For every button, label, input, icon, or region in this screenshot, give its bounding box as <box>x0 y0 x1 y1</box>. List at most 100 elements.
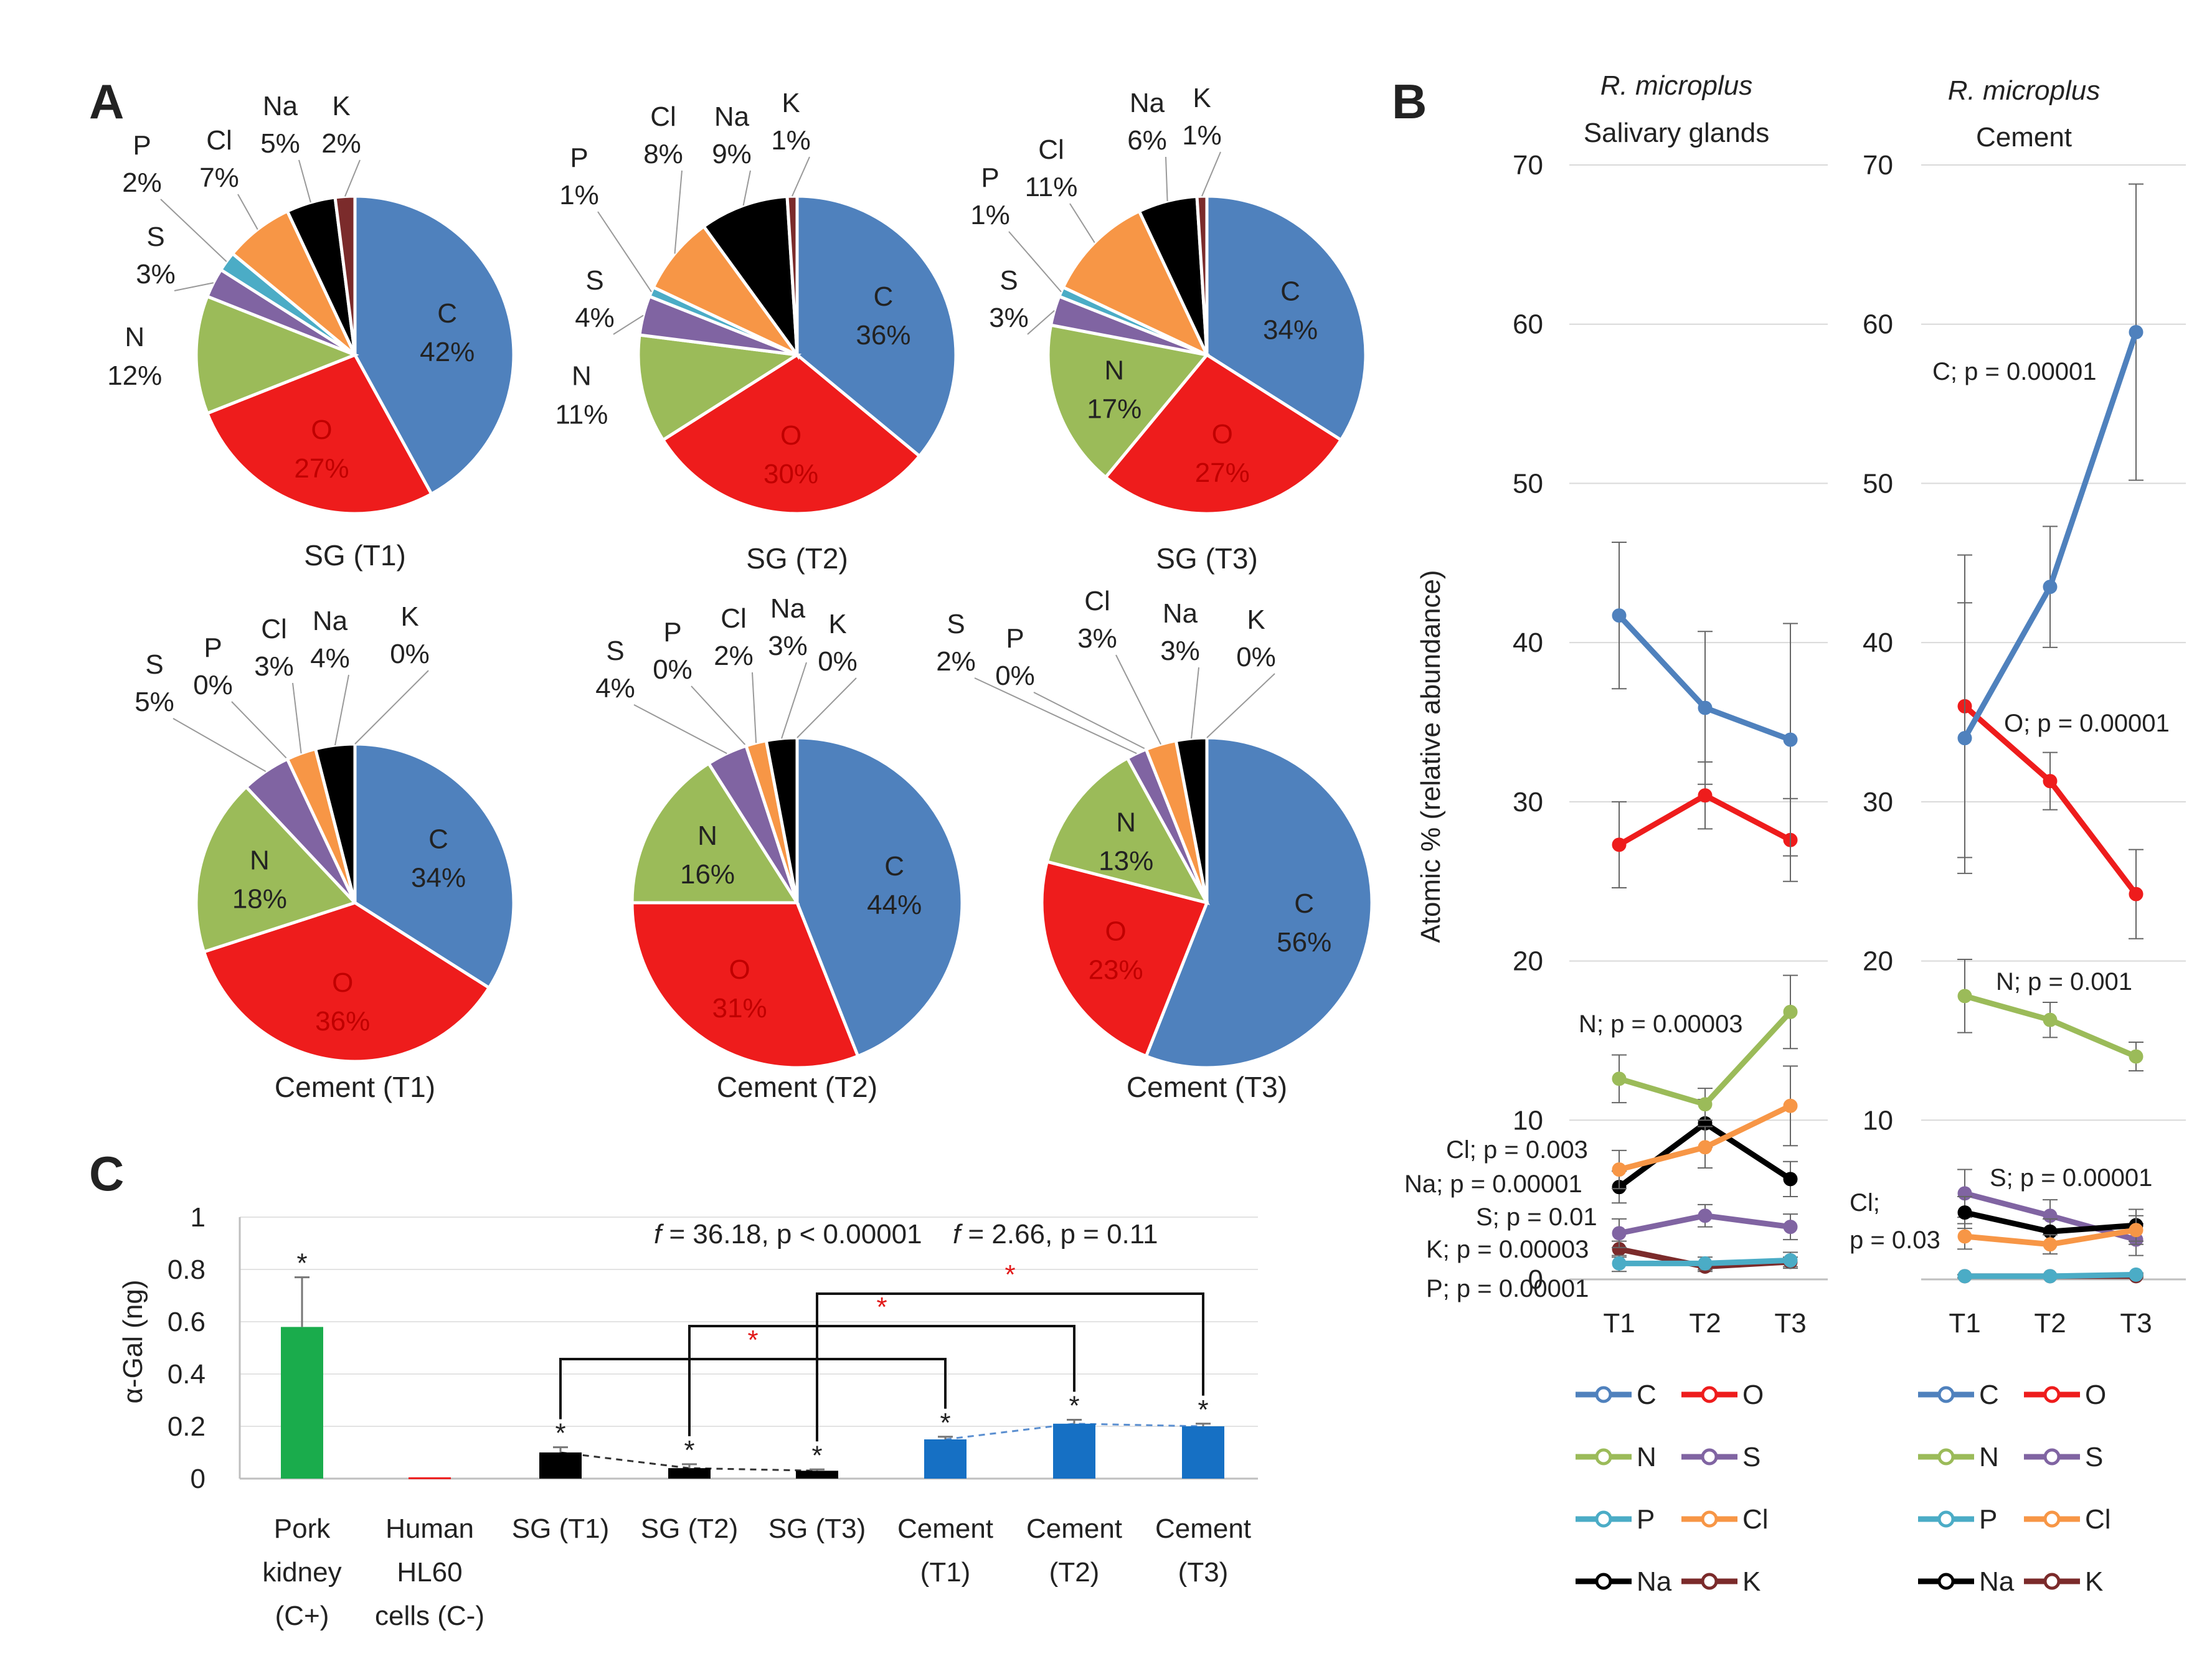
pie-charts-panel: C 42% O 27% N 12% S 3% P 2% Cl 7% Na 5% K 2% SG (T1) C 36%… <box>107 83 1374 1103</box>
p-value-annotation: Cl; <box>1850 1189 1880 1217</box>
pie-pct-s: 5% <box>135 687 174 717</box>
legend-item-p: P <box>1576 1504 1655 1535</box>
legend-item-na: Na <box>1576 1566 1672 1597</box>
legend-item-o: O <box>1681 1380 1764 1410</box>
x-tick-label: T2 <box>2034 1308 2066 1339</box>
pie-chart-3: C 34% O 27% N 17% S 3% P 1% Cl 11% Na 6% K 1% SG (T3) <box>970 83 1368 575</box>
pie-pct-c: 44% <box>867 890 922 920</box>
pie-leader-s <box>174 282 214 291</box>
pie-leader-na <box>1165 156 1168 202</box>
p-value-annotation: Na; p = 0.00001 <box>1404 1170 1582 1198</box>
y-tick-label: 0.8 <box>168 1254 206 1285</box>
cement-chart-species: R. microplus <box>1948 75 2101 106</box>
legend-marker <box>1937 1510 1955 1528</box>
point-cl <box>2043 1237 2058 1252</box>
point-s <box>1612 1226 1627 1241</box>
pie-label-cl: Cl <box>206 125 232 156</box>
legend-label: N <box>1637 1442 1657 1472</box>
point-c <box>2129 325 2143 339</box>
pie-leader-s <box>974 677 1137 755</box>
x-category-label: Cement <box>897 1513 993 1544</box>
comparison-bracket: * <box>559 1325 947 1419</box>
pie-label-o: O <box>1212 419 1233 449</box>
x-tick-label: T1 <box>1603 1308 1635 1339</box>
pie-slice-cl <box>1061 209 1211 359</box>
legend-label: S <box>2085 1442 2103 1472</box>
pie-label-na: Na <box>1163 598 1198 629</box>
pie-label-na: Na <box>770 593 806 624</box>
pie-pct-k: 0% <box>390 639 430 669</box>
pie-title: Cement (T3) <box>1127 1071 1287 1103</box>
point-c <box>1783 732 1798 747</box>
pie-pct-o: 27% <box>294 453 349 484</box>
pie-pct-cl: 8% <box>643 139 683 169</box>
pie-slice-n <box>194 294 359 416</box>
point-n <box>2129 1049 2143 1064</box>
significance-star: * <box>1069 1391 1079 1421</box>
pie-label-na: Na <box>1130 88 1165 118</box>
series-n <box>1957 959 2143 1072</box>
significance-star: * <box>811 1440 822 1471</box>
x-tick-label: T2 <box>1689 1308 1721 1339</box>
pie-label-n: N <box>572 360 592 391</box>
bar-group: Human HL60 cells (C-) <box>375 1477 484 1631</box>
pie-pct-cl: 11% <box>1025 172 1078 202</box>
pie-pct-s: 4% <box>595 673 635 704</box>
pie-label-o: O <box>1105 916 1126 947</box>
pie-label-p: P <box>1006 623 1024 654</box>
bar-group: * Cement (T2) <box>1026 1391 1122 1588</box>
pie-slice-c <box>353 194 516 496</box>
pie-label-na: Na <box>714 101 750 132</box>
point-c <box>2043 580 2058 595</box>
pie-label-k: K <box>1193 83 1211 113</box>
bar <box>539 1452 582 1479</box>
p-value-annotation: C; p = 0.00001 <box>1932 358 2097 385</box>
pie-pct-c: 34% <box>411 862 466 893</box>
legend-marker <box>2043 1386 2061 1403</box>
pie-pct-cl: 3% <box>1077 623 1117 654</box>
point-p <box>2043 1269 2058 1284</box>
cement-line-chart: R. microplus Cement 10 20 30 40 50 60 70 T1 T2 T3… <box>1850 75 2186 1597</box>
bar-y-axis-title: α-Gal (ng) <box>118 1279 148 1403</box>
legend-label: O <box>1742 1380 1764 1410</box>
pie-chart-1: C 42% O 27% N 12% S 3% P 2% Cl 7% Na 5% K 2% SG (T1) <box>107 91 516 572</box>
legend-label: Na <box>1979 1566 2015 1597</box>
pie-slice-n <box>630 761 800 905</box>
y-tick-label: 10 <box>1513 1105 1543 1136</box>
pie-leader-na <box>1191 667 1199 739</box>
p-value-annotation: N; p = 0.00003 <box>1579 1010 1743 1038</box>
y-tick-label: 70 <box>1513 150 1543 181</box>
pie-leader-k <box>792 156 810 197</box>
bar <box>281 1327 323 1479</box>
pie-leader-na <box>298 159 311 203</box>
pie-pct-o: 36% <box>315 1006 370 1037</box>
series-c <box>1612 542 1798 857</box>
pie-pct-c: 56% <box>1277 927 1331 958</box>
pie-leader-k <box>796 677 857 738</box>
pie-label-s: S <box>585 265 603 296</box>
pie-slice-o <box>630 901 860 1070</box>
legend-label: N <box>1979 1442 1999 1472</box>
point-c <box>1957 731 1972 746</box>
cement-chart-tissue: Cement <box>1976 122 2072 153</box>
pie-pct-s: 3% <box>989 303 1029 333</box>
pie-pct-na: 3% <box>1160 636 1200 666</box>
pie-pct-n: 18% <box>232 884 287 915</box>
y-tick-label: 50 <box>1513 468 1543 499</box>
pie-slice-n <box>194 784 358 954</box>
point-p <box>1957 1269 1972 1284</box>
bar <box>1053 1423 1095 1479</box>
x-category-label: SG (T1) <box>512 1513 609 1544</box>
bar <box>1182 1426 1224 1479</box>
legend-label: Cl <box>2085 1504 2111 1535</box>
bracket-line <box>559 1358 947 1419</box>
pie-label-k: K <box>828 609 846 639</box>
pie-slice-cl <box>651 224 799 357</box>
point-o <box>2129 887 2143 901</box>
p-value-annotation: p = 0.03 <box>1850 1226 1940 1254</box>
pie-title: SG (T1) <box>304 539 406 572</box>
pie-slice-na <box>701 194 800 360</box>
pie-pct-na: 6% <box>1127 125 1167 156</box>
bracket-star: * <box>876 1292 887 1322</box>
pie-label-cl: Cl <box>1038 134 1064 165</box>
